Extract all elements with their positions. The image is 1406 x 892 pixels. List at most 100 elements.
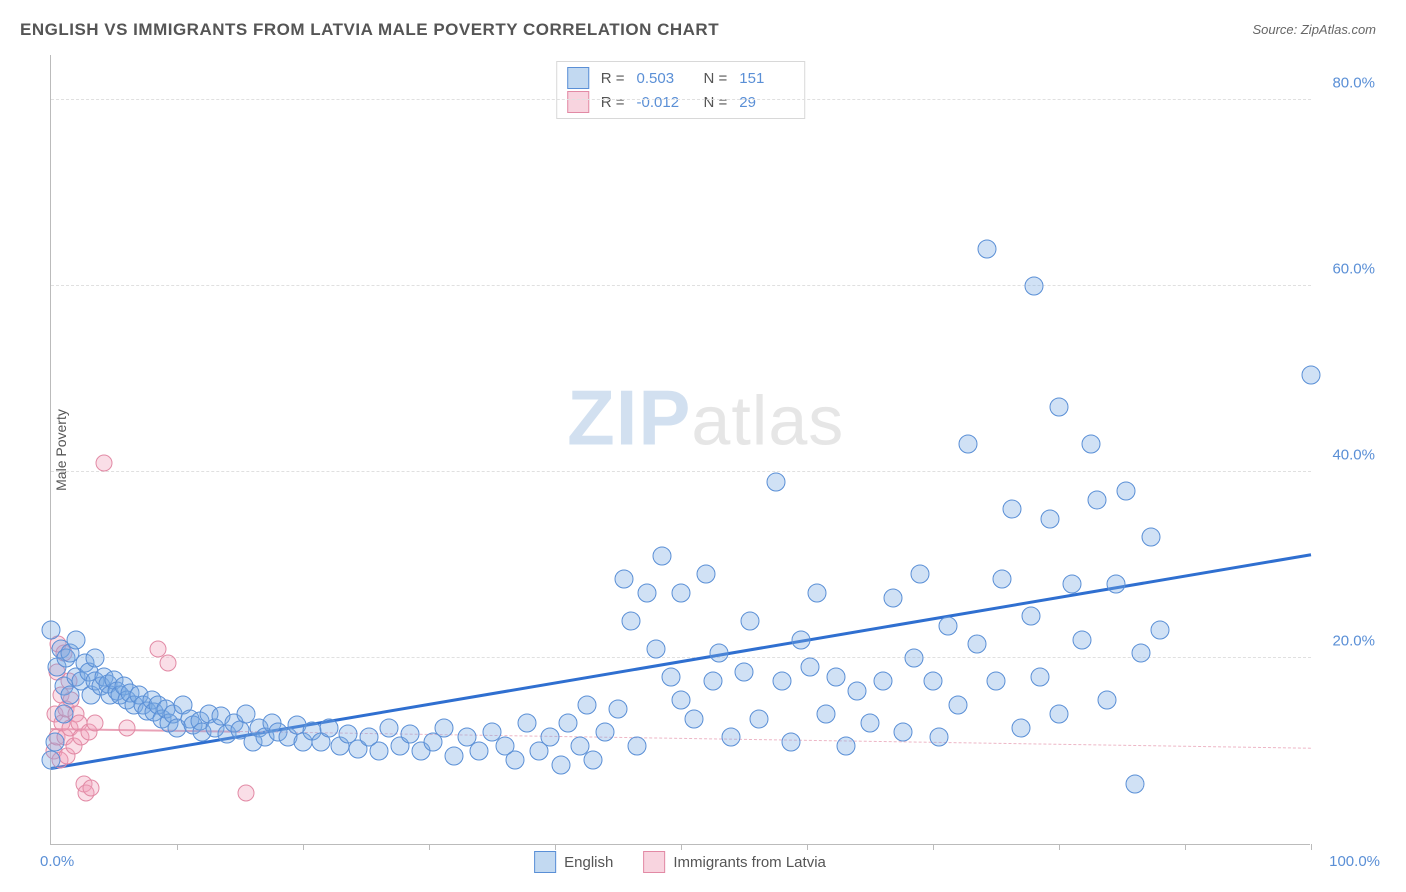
data-point [1141,528,1160,547]
x-tick [1059,844,1060,850]
data-point [369,742,388,761]
data-point [627,737,646,756]
x-tick [933,844,934,850]
data-point [968,635,987,654]
data-point [87,715,104,732]
data-point [826,667,845,686]
gridline [51,657,1311,658]
data-point [42,621,61,640]
data-point [816,704,835,723]
data-point [939,616,958,635]
n-label: N = [704,94,728,111]
swatch-pink-icon [567,91,589,113]
data-point [86,649,105,668]
data-point [1097,690,1116,709]
x-tick-min: 0.0% [40,853,74,870]
data-point [160,654,177,671]
data-point [518,714,537,733]
data-point [837,737,856,756]
data-point [959,435,978,454]
data-point [905,649,924,668]
r-label: R = [601,94,625,111]
x-tick [681,844,682,850]
data-point [1302,365,1321,384]
gridline [51,471,1311,472]
data-point [379,718,398,737]
data-point [861,714,880,733]
data-point [1087,491,1106,510]
data-point [722,728,741,747]
data-point [1050,704,1069,723]
data-point [808,584,827,603]
watermark: ZIPatlas [567,372,844,463]
data-point [930,728,949,747]
data-point [83,780,100,797]
legend-label: Immigrants from Latvia [673,854,826,871]
y-tick-label: 20.0% [1332,633,1375,650]
data-point [924,672,943,691]
gridline [51,285,1311,286]
data-point [67,630,86,649]
page-title: ENGLISH VS IMMIGRANTS FROM LATVIA MALE P… [20,20,719,40]
data-point [552,756,571,775]
data-point [661,667,680,686]
y-tick-label: 80.0% [1332,75,1375,92]
data-point [735,663,754,682]
r-label: R = [601,70,625,87]
data-point [1022,607,1041,626]
data-point [978,240,997,259]
legend-item-english: English [534,851,613,873]
data-point [401,725,420,744]
data-point [95,454,112,471]
data-point [320,718,339,737]
data-point [1024,277,1043,296]
data-point [772,672,791,691]
data-point [1031,667,1050,686]
gridline [51,99,1311,100]
legend: English Immigrants from Latvia [534,851,826,873]
data-point [435,718,454,737]
data-point [911,565,930,584]
data-point [1131,644,1150,663]
data-point [505,751,524,770]
data-point [646,639,665,658]
data-point [54,704,73,723]
data-point [848,681,867,700]
data-point [470,742,489,761]
x-tick [1185,844,1186,850]
data-point [577,695,596,714]
n-value-latvia: 29 [739,94,794,111]
data-point [1116,481,1135,500]
x-tick [303,844,304,850]
data-point [781,732,800,751]
data-point [238,784,255,801]
chart-container: Male Poverty ZIPatlas R = 0.503 N = 151 … [50,55,1310,845]
stats-row-english: R = 0.503 N = 151 [567,66,795,90]
x-tick [177,844,178,850]
data-point [1150,621,1169,640]
data-point [42,751,61,770]
y-tick-label: 60.0% [1332,261,1375,278]
data-point [1003,500,1022,519]
r-value-english: 0.503 [637,70,692,87]
data-point [949,695,968,714]
data-point [709,644,728,663]
data-point [703,672,722,691]
data-point [540,728,559,747]
x-tick-max: 100.0% [1329,853,1380,870]
data-point [558,714,577,733]
x-tick [1311,844,1312,850]
swatch-blue-icon [534,851,556,873]
data-point [609,700,628,719]
data-point [1081,435,1100,454]
data-point [993,570,1012,589]
plot-area: ZIPatlas R = 0.503 N = 151 R = -0.012 N … [50,55,1310,845]
y-tick-label: 40.0% [1332,447,1375,464]
data-point [697,565,716,584]
data-point [1041,509,1060,528]
data-point [1050,398,1069,417]
x-tick [429,844,430,850]
data-point [45,732,64,751]
data-point [1062,574,1081,593]
data-point [445,746,464,765]
